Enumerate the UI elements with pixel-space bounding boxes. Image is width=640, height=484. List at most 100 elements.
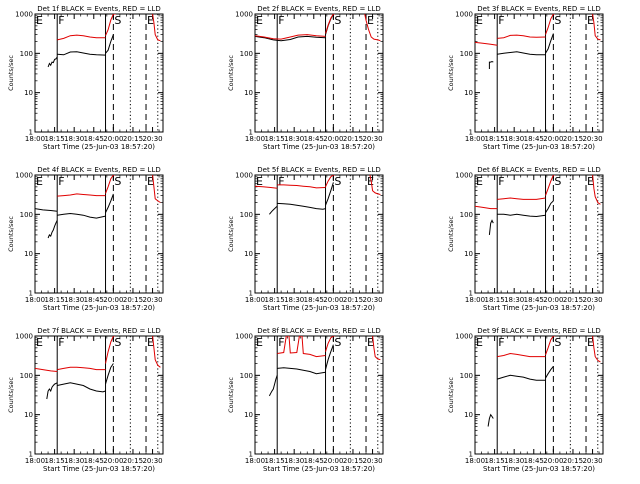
y-tick-label: 10 (464, 411, 473, 419)
plot-frame (34, 335, 164, 455)
x-axis-label: Start Time (25-Jun-03 18:57:20) (483, 143, 595, 151)
x-axis-label: Start Time (25-Jun-03 18:57:20) (263, 143, 375, 151)
lld-series-line (592, 175, 601, 205)
y-tick-label: 10 (24, 411, 33, 419)
lld-series-line (475, 41, 498, 46)
panel-6: Det 6f BLACK = Events, RED = LLD 1 10 100 10… (447, 166, 604, 312)
events-series-line (57, 212, 106, 219)
x-tick-label: 20:00 (103, 457, 123, 465)
x-tick-label: 18:00 (245, 457, 265, 465)
y-tick-label: 1 (249, 129, 253, 137)
lld-series-line (497, 34, 546, 39)
x-tick-label: 20:15 (123, 135, 143, 143)
y-tick-label: 100 (460, 50, 473, 58)
x-tick-label: 18:30 (64, 457, 84, 465)
plot-frame (474, 174, 604, 294)
plot-frame (254, 13, 384, 133)
marker-label: S (114, 336, 121, 349)
y-axis-label: Counts/sec (447, 55, 455, 91)
x-tick-label: 20:30 (142, 135, 162, 143)
events-series-line (255, 35, 326, 42)
panel-1: Det 1f BLACK = Events, RED = LLD 1 10 100 10… (7, 5, 164, 151)
x-tick-label: 18:30 (64, 296, 84, 304)
x-tick-label: 20:00 (103, 135, 123, 143)
marker-label: E (367, 14, 374, 27)
lld-series-line (277, 336, 326, 358)
x-tick-label: 18:45 (84, 135, 104, 143)
x-axis-label: Start Time (25-Jun-03 18:57:20) (43, 143, 155, 151)
panel-8: Det 8f BLACK = Events, RED = LLD 1 10 100 10… (227, 327, 384, 473)
y-tick-label: 1 (469, 451, 473, 459)
marker-label: E (147, 175, 154, 188)
y-tick-label: 100 (20, 211, 33, 219)
marker-label: E (256, 336, 263, 349)
lld-series-line (325, 14, 335, 34)
marker-label: E (256, 175, 263, 188)
y-tick-label: 1 (469, 290, 473, 298)
plot-frame (254, 174, 384, 294)
x-tick-label: 18:00 (25, 135, 45, 143)
events-series-line (488, 219, 494, 235)
lld-series-line (545, 336, 555, 356)
x-tick-label: 18:45 (524, 296, 544, 304)
y-tick-label: 1000 (455, 333, 473, 341)
events-series-line (325, 344, 334, 370)
events-series-line (487, 413, 494, 427)
x-tick-label: 18:15 (44, 296, 64, 304)
x-tick-label: 20:15 (123, 296, 143, 304)
marker-label: F (58, 14, 64, 27)
lld-series-line (592, 336, 601, 363)
lld-series-line (35, 367, 58, 372)
x-tick-label: 20:30 (582, 135, 602, 143)
plot-frame (34, 174, 164, 294)
y-tick-label: 100 (460, 211, 473, 219)
series-group (487, 336, 601, 427)
lld-series-line (372, 336, 381, 361)
x-tick-label: 18:00 (465, 457, 485, 465)
events-series-line (277, 367, 326, 375)
x-tick-label: 18:00 (465, 135, 485, 143)
lld-series-line (364, 14, 381, 42)
marker-label: S (334, 175, 341, 188)
x-tick-label: 18:15 (44, 457, 64, 465)
y-tick-label: 100 (240, 50, 253, 58)
marker-label: F (498, 175, 504, 188)
x-tick-label: 18:45 (304, 457, 324, 465)
x-axis-label: Start Time (25-Jun-03 18:57:20) (263, 465, 375, 473)
events-series-line (46, 382, 58, 400)
marker-label: S (114, 14, 121, 27)
lld-series-line (105, 175, 115, 194)
y-axis-label: Counts/sec (7, 216, 15, 252)
events-series-line (545, 200, 554, 213)
y-tick-label: 10 (24, 89, 33, 97)
marker-label: S (554, 14, 561, 27)
y-tick-label: 10 (244, 89, 253, 97)
y-tick-label: 1 (249, 290, 253, 298)
x-tick-label: 20:00 (323, 296, 343, 304)
marker-label: S (334, 14, 341, 27)
events-series-line (269, 205, 278, 215)
marker-label: E (476, 336, 483, 349)
lld-series-line (152, 336, 161, 368)
x-tick-label: 20:30 (362, 296, 382, 304)
y-axis-label: Counts/sec (447, 216, 455, 252)
x-tick-label: 20:30 (142, 457, 162, 465)
lld-series-line (497, 197, 546, 200)
panel-5: Det 5f BLACK = Events, RED = LLD 1 10 100 10… (227, 166, 384, 312)
series-group (268, 336, 381, 397)
y-tick-label: 1000 (15, 11, 33, 19)
x-tick-label: 18:00 (245, 296, 265, 304)
marker-label: F (58, 336, 64, 349)
series-group (35, 175, 161, 239)
x-tick-label: 20:15 (343, 296, 363, 304)
marker-label: E (587, 175, 594, 188)
lld-series-line (255, 185, 278, 189)
plot-frame (474, 335, 604, 455)
plot-frame (254, 335, 384, 455)
x-tick-label: 20:15 (563, 135, 583, 143)
marker-label: F (498, 14, 504, 27)
panel-title: Det 9f BLACK = Events, RED = LLD (477, 327, 600, 335)
panel-3: Det 3f BLACK = Events, RED = LLD 1 10 100 10… (447, 5, 604, 151)
x-tick-label: 18:00 (25, 296, 45, 304)
panel-title: Det 3f BLACK = Events, RED = LLD (477, 5, 600, 13)
